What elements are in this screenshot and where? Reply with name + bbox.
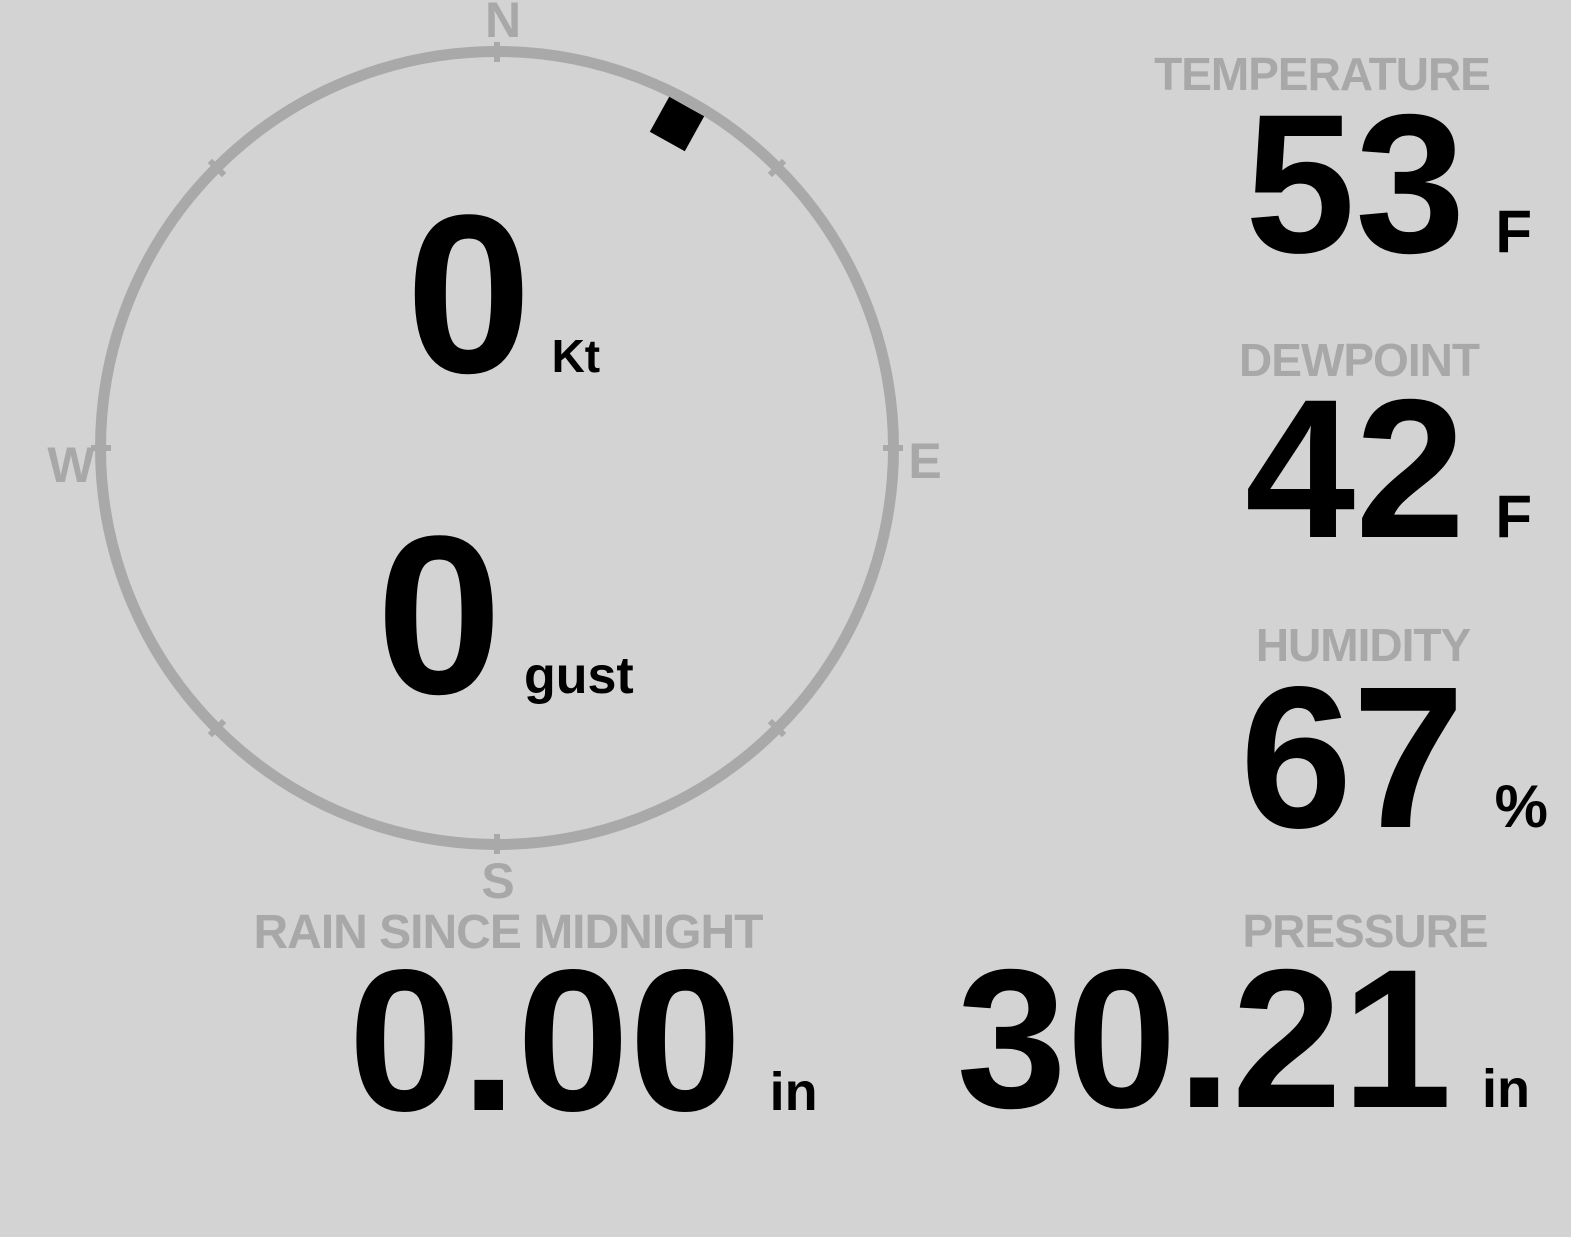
pressure-value: 30.21 [956,928,1452,1149]
rain-value: 0.00 [348,927,742,1153]
dewpoint-unit: F [1495,483,1532,550]
wind-gust-value: 0 [376,488,502,741]
humidity-value: 67 [1239,644,1465,870]
pressure-unit: in [1482,1059,1530,1119]
humidity-readout: 67 % [1240,656,1548,858]
pressure-readout: 30.21 in [957,940,1530,1138]
temperature-label: TEMPERATURE [1154,48,1491,100]
temperature-value: 53 [1245,73,1466,294]
wind-compass: N E S W 0 Kt 0 gust [47,0,941,906]
cardinal-north-label: N [484,0,522,48]
cardinal-west-label: W [47,437,95,493]
pressure-label: PRESSURE [1242,905,1488,957]
cardinal-south-label: S [481,853,515,909]
compass-tick-s [494,834,500,854]
compass-tick-e [883,445,903,451]
temperature-readout: 53 F [1245,85,1532,283]
wind-speed-value: 0 [405,167,532,420]
rain-readout: 0.00 in [348,939,817,1141]
wind-gust-unit: gust [523,647,634,705]
rain-unit: in [769,1062,818,1122]
humidity-label: HUMIDITY [1255,619,1471,671]
compass-tick-n [494,42,500,62]
dewpoint-readout: 42 F [1245,370,1532,568]
wind-gust-readout: 0 gust [376,502,633,728]
wind-speed-readout: 0 Kt [406,181,600,407]
dewpoint-value: 42 [1245,358,1466,579]
wind-speed-unit: Kt [551,330,601,382]
cardinal-east-label: E [908,433,942,489]
dewpoint-label: DEWPOINT [1239,334,1480,386]
rain-label: RAIN SINCE MIDNIGHT [253,906,764,959]
humidity-unit: % [1494,773,1548,840]
temperature-unit: F [1495,198,1532,265]
